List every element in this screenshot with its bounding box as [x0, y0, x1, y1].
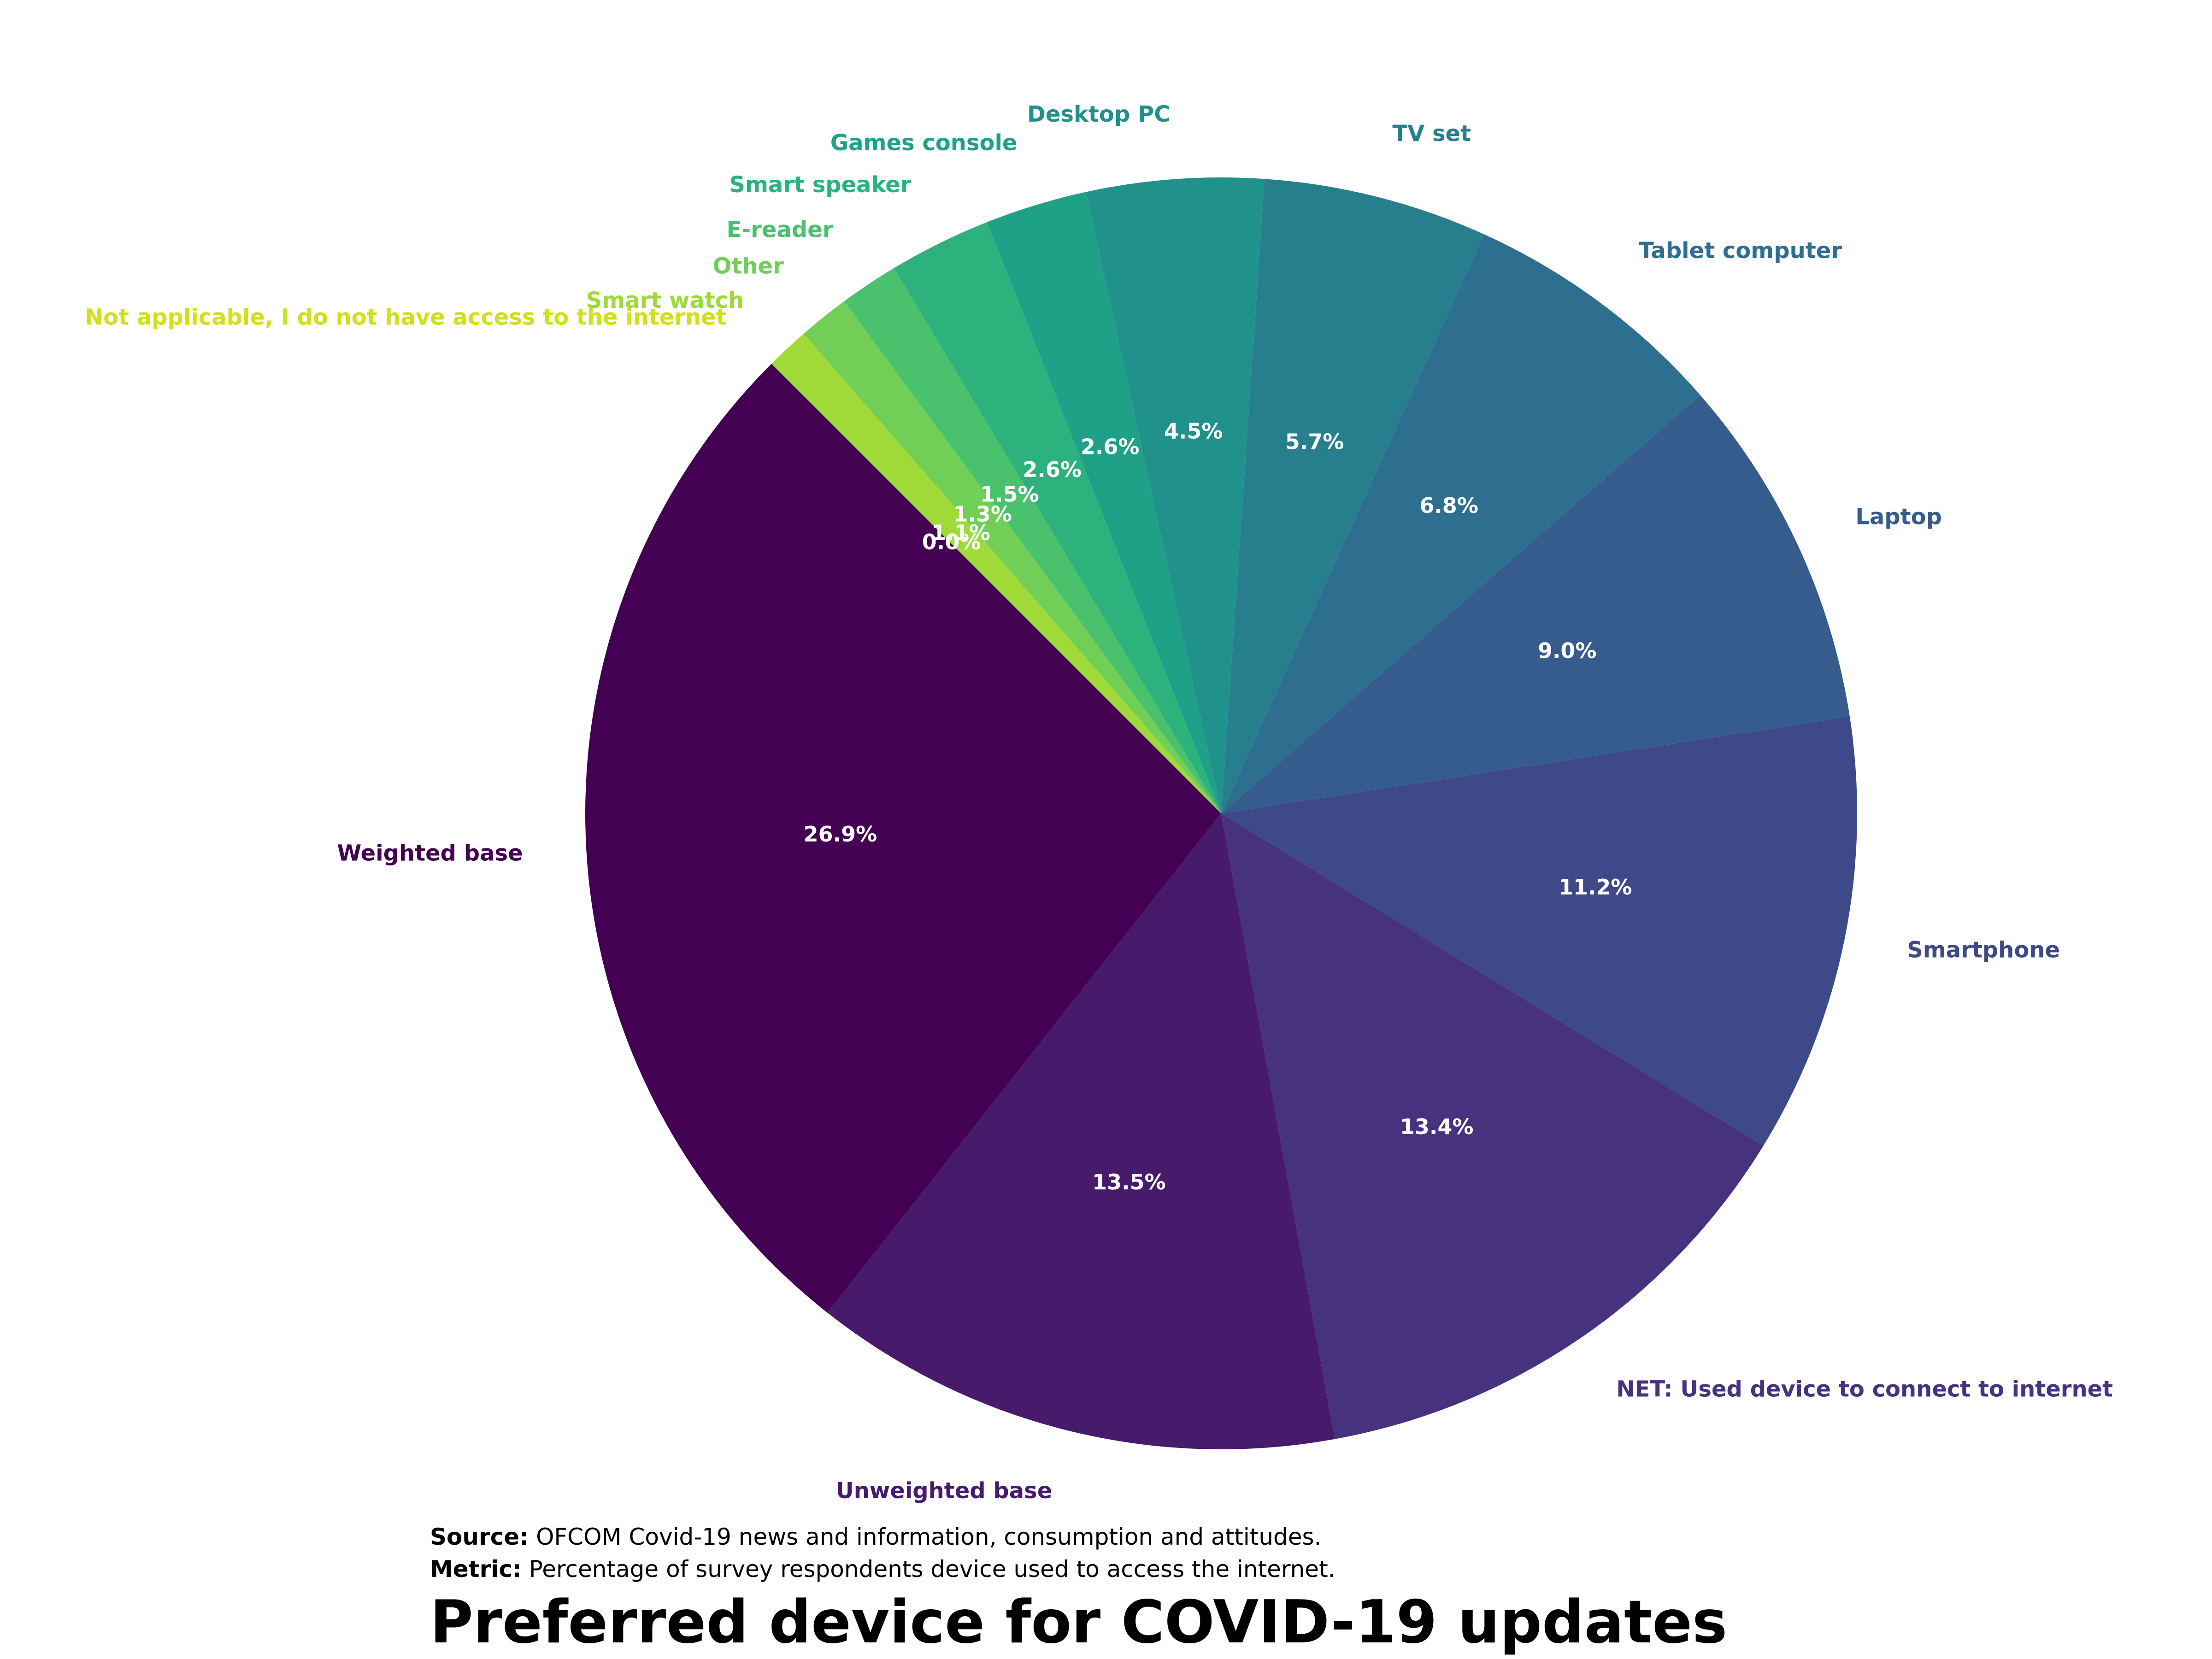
percent-smart-speaker: 2.6% [1023, 457, 1082, 482]
percent-desktop-pc: 4.5% [1164, 419, 1223, 444]
source-text: OFCOM Covid-19 news and information, con… [536, 1524, 1322, 1550]
percent-other: 1.3% [953, 501, 1012, 526]
percent-unweighted-base: 13.5% [1092, 1170, 1166, 1194]
label-weighted-base: Weighted base [337, 840, 523, 866]
slice-weighted-base [585, 364, 1221, 1313]
percent-e-reader: 1.5% [980, 482, 1039, 506]
percent-net-used-device-to-connect-to-internet: 13.4% [1400, 1114, 1474, 1139]
label-desktop-pc: Desktop PC [1027, 101, 1170, 127]
label-unweighted-base: Unweighted base [836, 1478, 1052, 1504]
metric-note: Metric: Percentage of survey respondents… [430, 1553, 1727, 1585]
percent-not-applicable-i-do-not-have-access-to-the-internet: 0.0% [922, 529, 981, 554]
label-laptop: Laptop [1855, 504, 1942, 530]
label-tablet-computer: Tablet computer [1639, 238, 1842, 264]
label-smart-speaker: Smart speaker [729, 172, 911, 198]
slice-desktop-pc [1086, 177, 1265, 813]
percent-smartphone: 11.2% [1559, 875, 1632, 900]
slice-smartphone [1221, 716, 1858, 1146]
slice-other [803, 301, 1221, 814]
slice-unweighted-base [827, 813, 1335, 1450]
percent-tv-set: 5.7% [1285, 429, 1344, 454]
slice-percent-labels: 26.9% 13.5% 13.4% 11.2% 9.0% 6.8% 5.7% 4.5% 2.6%… [804, 419, 1632, 1194]
slice-laptop [1221, 395, 1850, 813]
slice-category-labels: Weighted base Unweighted base NET: Used de… [85, 101, 2113, 1504]
percent-weighted-base: 26.9% [804, 822, 877, 847]
metric-text: Percentage of survey respondents device … [529, 1556, 1335, 1583]
label-net-used-device-to-connect-to-internet: NET: Used device to connect to internet [1616, 1377, 2113, 1402]
metric-label: Metric: [430, 1556, 522, 1583]
slice-tv-set [1221, 179, 1484, 814]
pie-slices [585, 177, 1858, 1450]
slice-tablet-computer [1221, 234, 1700, 813]
percent-smart-watch: 1.1% [931, 520, 990, 545]
label-tv-set: TV set [1392, 121, 1471, 147]
slice-net-used-device-to-connect-to-internet [1221, 813, 1764, 1439]
percent-games-console: 2.6% [1081, 434, 1140, 459]
slice-smart-watch [771, 334, 1221, 813]
label-games-console: Games console [830, 130, 1018, 156]
chart-title: Preferred device for COVID-19 updates [430, 1588, 1728, 1657]
percent-tablet-computer: 6.8% [1419, 493, 1478, 518]
label-not-applicable-i-do-not-have-access-to-the-internet: Not applicable, I do not have access to … [85, 305, 727, 330]
slice-e-reader [844, 268, 1221, 813]
label-smartphone: Smartphone [1907, 937, 2060, 963]
percent-laptop: 9.0% [1538, 638, 1597, 663]
label-e-reader: E-reader [726, 217, 833, 243]
source-note: Source: OFCOM Covid-19 news and informat… [430, 1521, 1727, 1553]
slice-smart-speaker [894, 222, 1221, 813]
slice-games-console [987, 192, 1221, 813]
chart-footer: Source: OFCOM Covid-19 news and informat… [430, 1521, 1727, 1657]
label-smart-watch: Smart watch [586, 288, 744, 313]
label-other: Other [713, 253, 784, 279]
source-label: Source: [430, 1524, 529, 1550]
